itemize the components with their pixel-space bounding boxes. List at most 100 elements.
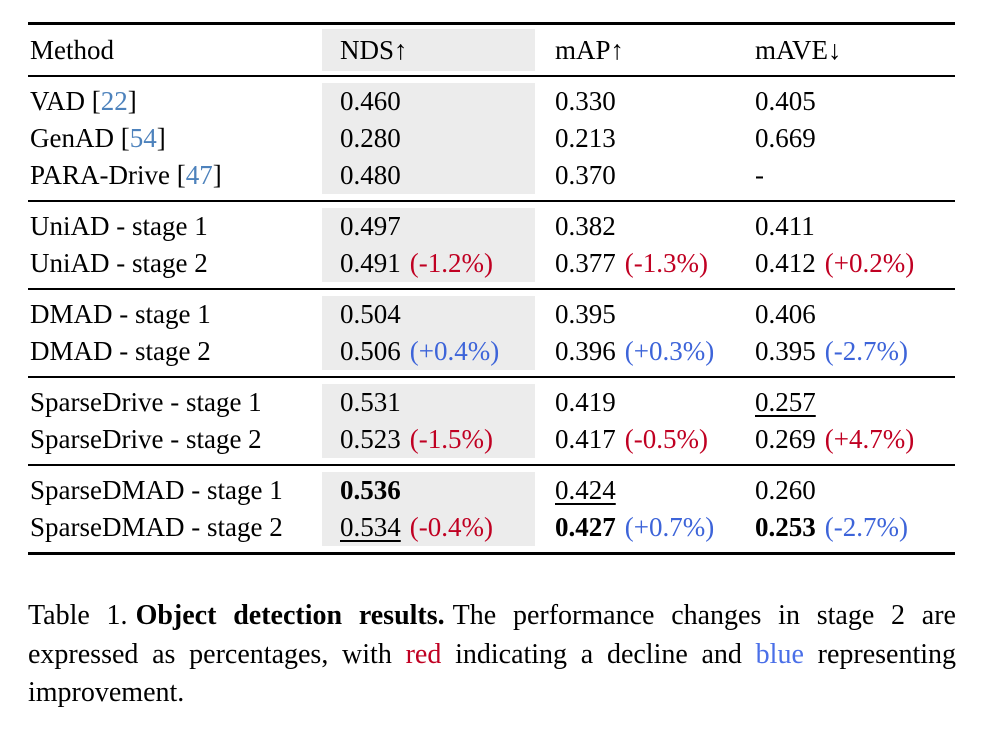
table-row: VAD [22] 0.460 0.330 0.405: [28, 83, 955, 120]
table-row: UniAD - stage 2 0.491 (-1.2%) 0.377 (-1.3%) 0…: [28, 245, 955, 282]
metric-value: 0.213: [555, 123, 616, 153]
table-row: UniAD - stage 1 0.497 0.382 0.411: [28, 208, 955, 245]
method-cell: DMAD - stage 2: [28, 336, 322, 367]
metric-value: 0.269: [755, 424, 816, 454]
nds-cell: 0.460: [322, 83, 535, 120]
metric-value: 0.536: [340, 475, 401, 505]
col-header-mave: mAVE↓: [755, 34, 842, 65]
metric-value: 0.480: [340, 160, 401, 190]
mave-cell: 0.253 (-2.7%): [755, 512, 955, 543]
table-row: PARA-Drive [47] 0.480 0.370 -: [28, 157, 955, 194]
col-header-nds: NDS↑: [322, 29, 535, 71]
metric-value: 0.257: [755, 387, 816, 417]
method-name: SparseDMAD - stage 1: [30, 475, 283, 505]
table-row: SparseDrive - stage 2 0.523 (-1.5%) 0.417 (-…: [28, 421, 955, 458]
table-body: VAD [22] 0.460 0.330 0.405 GenAD [54] 0.280 0.…: [28, 75, 955, 555]
header-row: Method NDS↑ mAP↑ mAVE↓: [28, 29, 955, 71]
table-row: SparseDrive - stage 1 0.531 0.419 0.257: [28, 384, 955, 421]
method-name: VAD [: [30, 86, 101, 116]
method-cell: SparseDMAD - stage 2: [28, 512, 322, 543]
nds-cell: 0.480: [322, 157, 535, 194]
mave-cell: 0.269 (+4.7%): [755, 424, 955, 455]
metric-value: 0.669: [755, 123, 816, 153]
mave-cell: 0.405: [755, 86, 955, 117]
nds-cell: 0.506 (+0.4%): [322, 333, 535, 370]
nds-cell: 0.536: [322, 472, 535, 509]
nds-cell: 0.280: [322, 120, 535, 157]
pct-change: (+0.3%): [624, 336, 715, 366]
nds-cell: 0.534 (-0.4%): [322, 509, 535, 546]
metric-value: 0.395: [755, 336, 816, 366]
nds-cell: 0.491 (-1.2%): [322, 245, 535, 282]
metric-value: 0.531: [340, 387, 401, 417]
pct-change: (+0.2%): [824, 248, 915, 278]
map-cell: 0.424: [535, 475, 755, 506]
mave-cell: 0.411: [755, 211, 955, 242]
method-cell: PARA-Drive [47]: [28, 160, 322, 191]
map-cell: 0.419: [535, 387, 755, 418]
mave-cell: 0.669: [755, 123, 955, 154]
metric-value: 0.412: [755, 248, 816, 278]
map-cell: 0.396 (+0.3%): [535, 336, 755, 367]
method-cell: GenAD [54]: [28, 123, 322, 154]
citation-link[interactable]: 47: [185, 160, 213, 190]
caption-label: Table 1.: [28, 600, 128, 631]
table-row: DMAD - stage 1 0.504 0.395 0.406: [28, 296, 955, 333]
metric-value: 0.491: [340, 248, 401, 278]
map-cell: 0.370: [535, 160, 755, 191]
mave-cell: 0.257: [755, 387, 955, 418]
map-cell: 0.382: [535, 211, 755, 242]
method-cell: VAD [22]: [28, 86, 322, 117]
pct-change: (-1.3%): [624, 248, 708, 278]
method-cell: SparseDrive - stage 2: [28, 424, 322, 455]
table-group: UniAD - stage 1 0.497 0.382 0.411 UniAD - st…: [28, 200, 955, 288]
map-cell: 0.395: [535, 299, 755, 330]
results-table: Method NDS↑ mAP↑ mAVE↓ VAD [22] 0.460 0.33…: [28, 22, 955, 555]
pct-change: (-0.5%): [624, 424, 708, 454]
col-header-map: mAP↑: [555, 34, 625, 65]
method-cell: UniAD - stage 1: [28, 211, 322, 242]
metric-value: 0.506: [340, 336, 401, 366]
table-group: SparseDrive - stage 1 0.531 0.419 0.257 Spar…: [28, 376, 955, 464]
method-name: UniAD - stage 2: [30, 248, 208, 278]
metric-value: 0.260: [755, 475, 816, 505]
pct-change: (-0.4%): [409, 512, 493, 542]
pct-change: (+0.4%): [409, 336, 500, 366]
mave-cell: -: [755, 160, 955, 191]
metric-value: 0.504: [340, 299, 401, 329]
metric-value: 0.523: [340, 424, 401, 454]
caption-red-word: red: [405, 638, 442, 670]
map-cell: 0.417 (-0.5%): [535, 424, 755, 455]
map-cell: 0.377 (-1.3%): [535, 248, 755, 279]
method-cell: UniAD - stage 2: [28, 248, 322, 279]
table-row: SparseDMAD - stage 1 0.536 0.424 0.260: [28, 472, 955, 509]
caption-body-3: representing improvement.: [28, 638, 957, 709]
table-row: GenAD [54] 0.280 0.213 0.669: [28, 120, 955, 157]
metric-value: 0.377: [555, 248, 616, 278]
table-row: SparseDMAD - stage 2 0.534 (-0.4%) 0.427 (+0…: [28, 509, 955, 546]
method-name: SparseDrive - stage 2: [30, 424, 262, 454]
method-name: DMAD - stage 1: [30, 299, 211, 329]
citation-link[interactable]: 22: [100, 86, 128, 116]
table-group: SparseDMAD - stage 1 0.536 0.424 0.260 Spars…: [28, 464, 955, 555]
nds-cell: 0.504: [322, 296, 535, 333]
caption-blue-word: blue: [755, 638, 804, 670]
metric-value: 0.396: [555, 336, 616, 366]
col-header-method: Method: [30, 34, 114, 65]
metric-value: 0.417: [555, 424, 616, 454]
method-cell: SparseDrive - stage 1: [28, 387, 322, 418]
method-cell: DMAD - stage 1: [28, 299, 322, 330]
method-name: SparseDMAD - stage 2: [30, 512, 283, 542]
metric-value: 0.395: [555, 299, 616, 329]
method-name: UniAD - stage 1: [30, 211, 208, 241]
metric-value: 0.411: [755, 211, 815, 241]
pct-change: (-1.5%): [409, 424, 493, 454]
table-header-section: Method NDS↑ mAP↑ mAVE↓: [28, 22, 955, 75]
pct-change: (+4.7%): [824, 424, 915, 454]
metric-value: 0.497: [340, 211, 401, 241]
citation-link[interactable]: 54: [129, 123, 157, 153]
method-name: DMAD - stage 2: [30, 336, 211, 366]
metric-value: 0.253: [755, 512, 816, 542]
map-cell: 0.213: [535, 123, 755, 154]
map-cell: 0.427 (+0.7%): [535, 512, 755, 543]
